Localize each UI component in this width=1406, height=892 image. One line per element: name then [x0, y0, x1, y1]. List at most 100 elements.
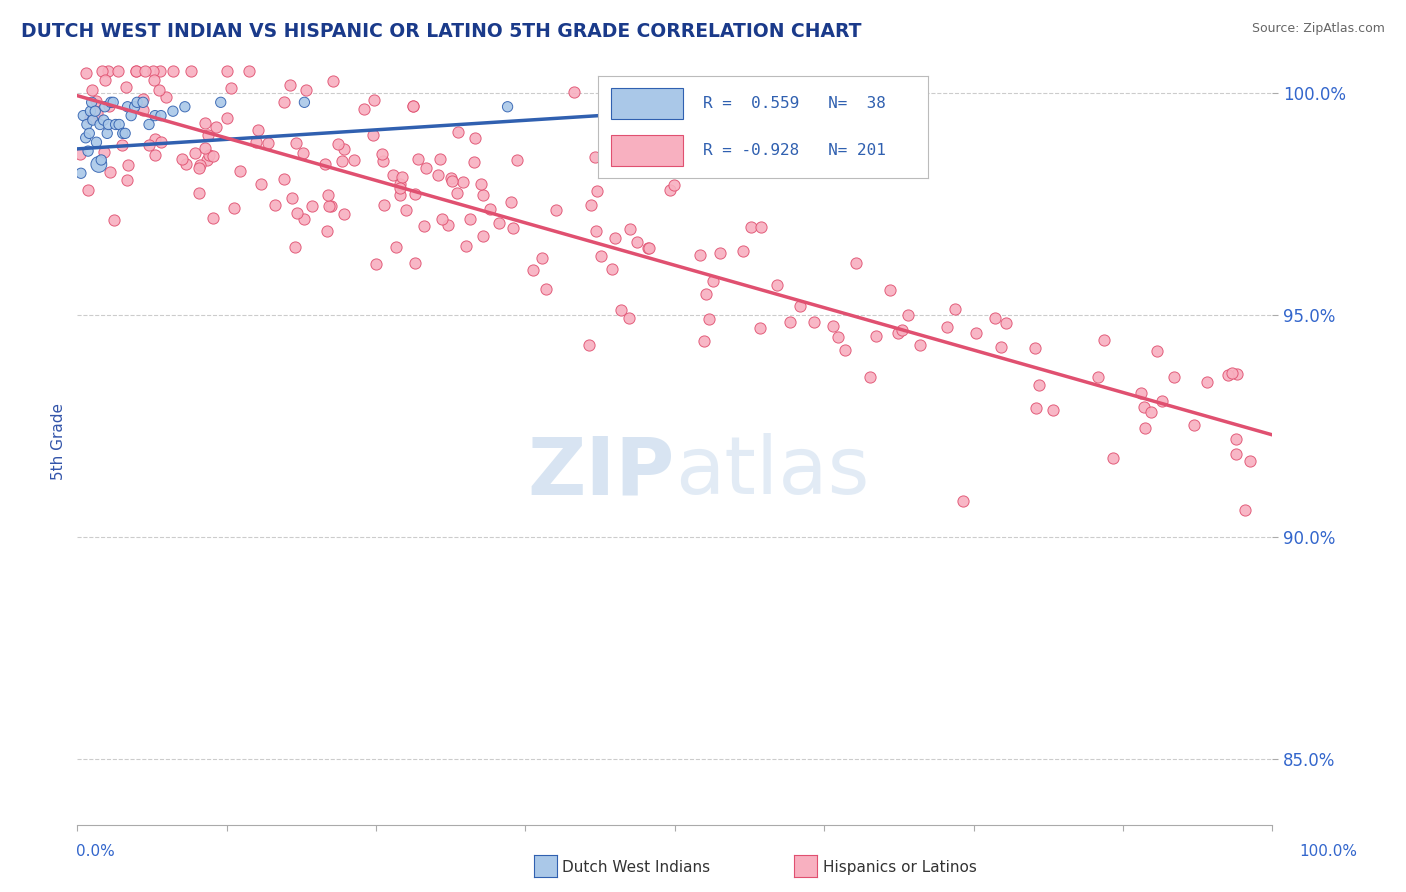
Point — [229, 163, 252, 178]
Point — [620, 154, 643, 169]
Point — [245, 135, 267, 149]
Y-axis label: 5th Grade: 5th Grade — [51, 403, 66, 480]
Text: R = -0.928   N= 201: R = -0.928 N= 201 — [703, 144, 886, 158]
Point — [626, 235, 648, 249]
Point — [89, 118, 111, 132]
Point — [316, 188, 339, 202]
Point — [238, 64, 260, 78]
Point — [322, 74, 344, 88]
Point — [80, 83, 103, 97]
Point — [184, 145, 207, 160]
Point — [749, 219, 772, 234]
Text: DUTCH WEST INDIAN VS HISPANIC OR LATINO 5TH GRADE CORRELATION CHART: DUTCH WEST INDIAN VS HISPANIC OR LATINO … — [21, 22, 862, 41]
Point — [984, 311, 1007, 326]
Point — [496, 100, 519, 114]
Point — [79, 104, 101, 119]
Point — [143, 109, 166, 123]
Point — [1146, 344, 1168, 359]
Point — [301, 199, 323, 213]
Text: 0.0%: 0.0% — [76, 845, 115, 859]
Point — [697, 311, 720, 326]
Point — [132, 95, 155, 110]
Point — [364, 256, 387, 270]
Point — [859, 370, 882, 384]
Point — [343, 153, 366, 168]
Bar — [610, 136, 683, 166]
Point — [77, 183, 100, 197]
Point — [162, 64, 184, 78]
Point — [936, 320, 959, 334]
Point — [125, 64, 148, 78]
Point — [451, 175, 474, 189]
Point — [446, 186, 468, 201]
Point — [84, 104, 107, 119]
Point — [100, 95, 122, 110]
Point — [530, 252, 553, 266]
Point — [430, 211, 453, 226]
Point — [456, 239, 478, 253]
Point — [202, 211, 225, 226]
Point — [124, 64, 146, 78]
Point — [779, 315, 801, 329]
Point — [731, 244, 754, 259]
Point — [93, 145, 115, 159]
Point — [90, 153, 112, 167]
Point — [437, 219, 460, 233]
Point — [361, 128, 384, 143]
Point — [1028, 378, 1050, 392]
Point — [285, 205, 308, 219]
Point — [127, 95, 149, 110]
Point — [79, 112, 101, 126]
Point — [471, 228, 494, 243]
Point — [413, 219, 436, 234]
Point — [1218, 368, 1240, 383]
Point — [273, 95, 295, 109]
Point — [292, 211, 315, 226]
Point — [740, 219, 762, 234]
Point — [174, 100, 197, 114]
Point — [897, 308, 920, 322]
Point — [464, 131, 486, 145]
Point — [502, 220, 524, 235]
Point — [470, 177, 492, 191]
Point — [82, 113, 104, 128]
Point — [1163, 369, 1185, 384]
Point — [879, 283, 901, 297]
Point — [97, 64, 120, 78]
Point — [84, 94, 107, 108]
Point — [887, 326, 910, 340]
Point — [617, 311, 640, 326]
Point — [174, 157, 197, 171]
Point — [803, 315, 825, 329]
Point — [827, 330, 849, 344]
Point — [1139, 405, 1161, 419]
Point — [796, 95, 818, 110]
Point — [391, 170, 413, 185]
Point — [908, 338, 931, 352]
Point — [402, 99, 425, 113]
Point — [111, 138, 134, 153]
Text: Source: ZipAtlas.com: Source: ZipAtlas.com — [1251, 22, 1385, 36]
Point — [93, 72, 115, 87]
Point — [96, 127, 118, 141]
Point — [1024, 341, 1046, 355]
Point — [382, 168, 405, 182]
Point — [589, 249, 612, 263]
Point — [389, 177, 412, 191]
Point — [583, 150, 606, 164]
Point — [695, 287, 717, 301]
Point — [1239, 454, 1261, 468]
Point — [143, 131, 166, 145]
Point — [1133, 401, 1156, 415]
Point — [472, 187, 495, 202]
Point — [217, 111, 239, 125]
Point — [117, 158, 139, 172]
Point — [145, 148, 167, 162]
Point — [440, 174, 463, 188]
Point — [75, 66, 97, 80]
Point — [522, 263, 544, 277]
Point — [1129, 385, 1152, 400]
Text: Dutch West Indians: Dutch West Indians — [562, 861, 710, 875]
Point — [219, 81, 242, 95]
Point — [333, 207, 356, 221]
